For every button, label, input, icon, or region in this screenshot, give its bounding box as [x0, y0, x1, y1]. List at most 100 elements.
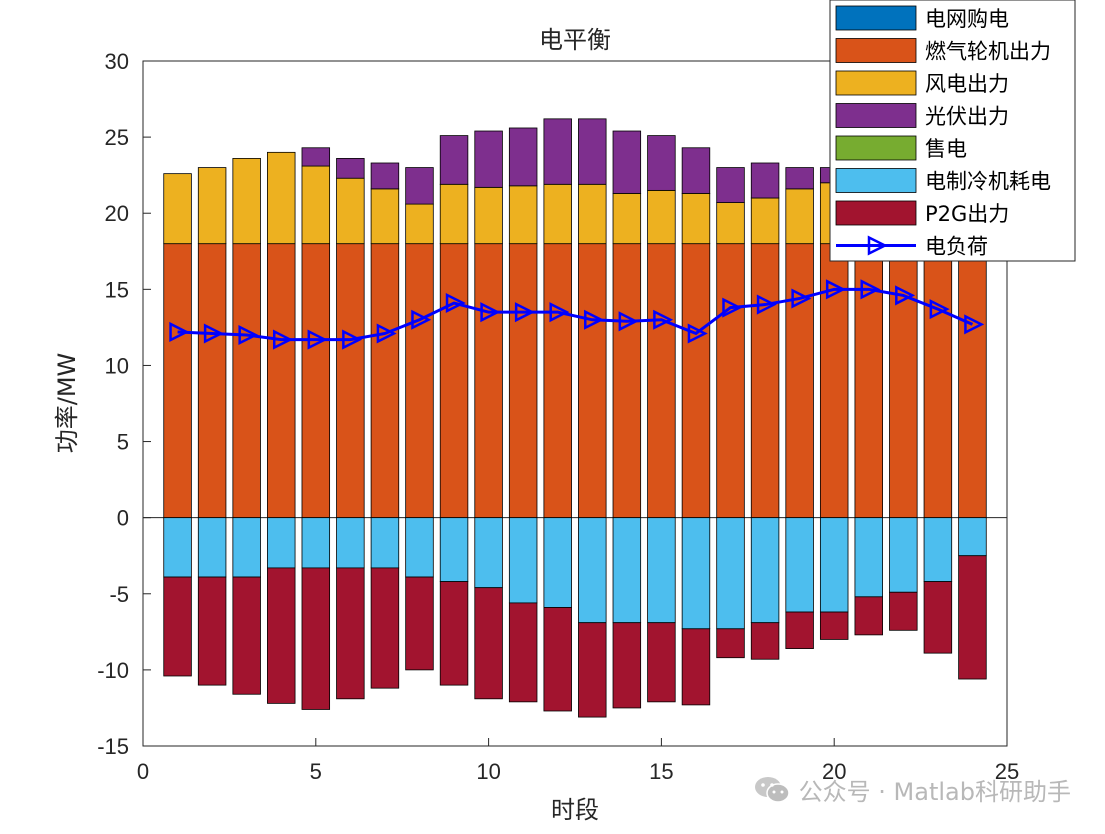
bar-segment-4-t17 [716, 167, 745, 203]
bar-segment-3-t2 [197, 167, 227, 245]
bar-segment-7-t16 [681, 628, 711, 706]
bar-segment-7-t22 [889, 591, 918, 631]
bar-segment-2-t7 [370, 243, 400, 519]
load-marker-t3 [238, 324, 259, 346]
load-marker-t9 [445, 293, 466, 314]
y-tick-label-0: 0 [117, 506, 129, 531]
bar-segment-2-t24 [958, 243, 987, 519]
bar-segment-3-t10 [474, 186, 503, 245]
legend-swatch-2 [835, 38, 917, 63]
legend-label-1: 电网购电 [925, 7, 1009, 31]
load-marker-t17 [722, 297, 743, 318]
bar-segment-6-t2 [197, 517, 227, 578]
bar-segment-6-t18 [750, 517, 780, 624]
y-tick-label-30: 30 [105, 49, 129, 74]
bar-segment-2-t13 [578, 243, 607, 519]
load-marker-t18 [756, 294, 777, 315]
bar-segment-6-t5 [301, 517, 331, 569]
load-marker-t14 [618, 311, 639, 332]
bar-segment-4-t5 [301, 147, 331, 167]
load-marker-t7 [376, 323, 397, 344]
load-marker-t4 [272, 329, 294, 350]
x-tick-label-20: 20 [822, 759, 846, 784]
bar-segment-6-t13 [578, 517, 607, 624]
bar-segment-6-t20 [819, 517, 849, 613]
legend-label-3: 风电出力 [925, 72, 1009, 96]
bar-segment-7-t12 [543, 607, 572, 712]
bar-segment-6-t3 [232, 517, 261, 578]
bar-segment-2-t15 [647, 243, 676, 519]
bar-segment-4-t18 [750, 162, 780, 199]
x-tick-label-10: 10 [476, 759, 500, 784]
y-tick-label-10: 10 [105, 353, 129, 378]
y-tick-label-15: 15 [105, 277, 129, 302]
bar-segment-2-t14 [612, 243, 642, 519]
y-tick-label--5: -5 [109, 582, 129, 607]
y-tick-label-20: 20 [105, 201, 129, 226]
load-marker-t11 [514, 302, 535, 323]
bar-segment-3-t7 [370, 188, 400, 245]
bar-segment-3-t17 [716, 202, 745, 245]
bar-segment-2-t2 [197, 243, 227, 519]
bar-segment-6-t12 [543, 517, 572, 608]
legend-swatch-5 [835, 135, 917, 161]
legend-swatch-1 [835, 5, 917, 31]
bar-segment-6-t11 [508, 517, 538, 604]
load-marker-t1 [169, 321, 190, 342]
bar-segment-6-t14 [612, 517, 642, 624]
bar-segment-2-t1 [163, 243, 192, 519]
bar-segment-7-t15 [647, 622, 676, 703]
bar-segment-6-t24 [958, 517, 987, 557]
y-tick-label--10: -10 [97, 658, 129, 683]
load-marker-t19 [791, 288, 812, 309]
bar-segment-7-t24 [958, 555, 987, 680]
bar-segment-7-t10 [474, 587, 503, 700]
bar-segment-4-t9 [439, 135, 469, 185]
bar-segment-4-t6 [336, 158, 365, 179]
legend-line-marker [867, 235, 888, 256]
x-axis-ticks: 0 5 10 15 20 25 [137, 738, 1019, 784]
bar-segment-7-t1 [163, 576, 192, 677]
y-tick-label--15: -15 [97, 734, 129, 759]
bar-segment-7-t5 [301, 567, 331, 710]
bar-segment-3-t14 [612, 193, 642, 245]
bar-segment-6-t1 [163, 517, 192, 578]
load-marker-t23 [929, 299, 950, 320]
load-marker-t10 [480, 302, 501, 323]
chart-title: 电平衡 [539, 26, 611, 54]
bar-segment-2-t4 [267, 243, 296, 519]
load-marker-t21 [860, 279, 881, 300]
legend-label-5: 售电 [925, 137, 967, 161]
load-line-layer [169, 279, 985, 350]
bar-segment-4-t19 [785, 167, 814, 190]
bar-segment-4-t7 [370, 162, 400, 190]
x-tick-label-15: 15 [649, 759, 673, 784]
bar-segment-7-t20 [819, 611, 849, 640]
bar-segment-6-t10 [474, 517, 503, 589]
y-axis-title: 功率/MW [53, 353, 81, 454]
bar-segment-7-t2 [197, 576, 227, 686]
bar-segment-2-t8 [405, 243, 434, 519]
y-tick-label-5: 5 [117, 430, 129, 455]
bar-segment-6-t16 [681, 517, 711, 630]
bar-segment-3-t9 [439, 183, 469, 245]
load-marker-t8 [411, 309, 432, 330]
bar-segment-3-t13 [578, 183, 607, 245]
bar-segment-6-t15 [647, 517, 676, 624]
bar-segment-3-t4 [267, 151, 296, 245]
bar-segment-2-t11 [508, 243, 538, 519]
bar-segment-6-t9 [439, 517, 469, 583]
bar-segment-6-t21 [854, 517, 883, 598]
bar-segment-6-t22 [889, 517, 918, 593]
bar-segment-4-t13 [578, 118, 607, 185]
bar-segment-2-t23 [923, 243, 953, 519]
bar-segment-3-t6 [336, 177, 365, 245]
bar-segment-2-t12 [543, 243, 572, 519]
bar-segment-6-t6 [336, 517, 365, 569]
load-marker-t12 [549, 302, 570, 323]
legend-label-6: 电制冷机耗电 [925, 170, 1051, 194]
bar-segment-2-t10 [474, 243, 503, 519]
bar-segment-7-t19 [785, 611, 814, 649]
